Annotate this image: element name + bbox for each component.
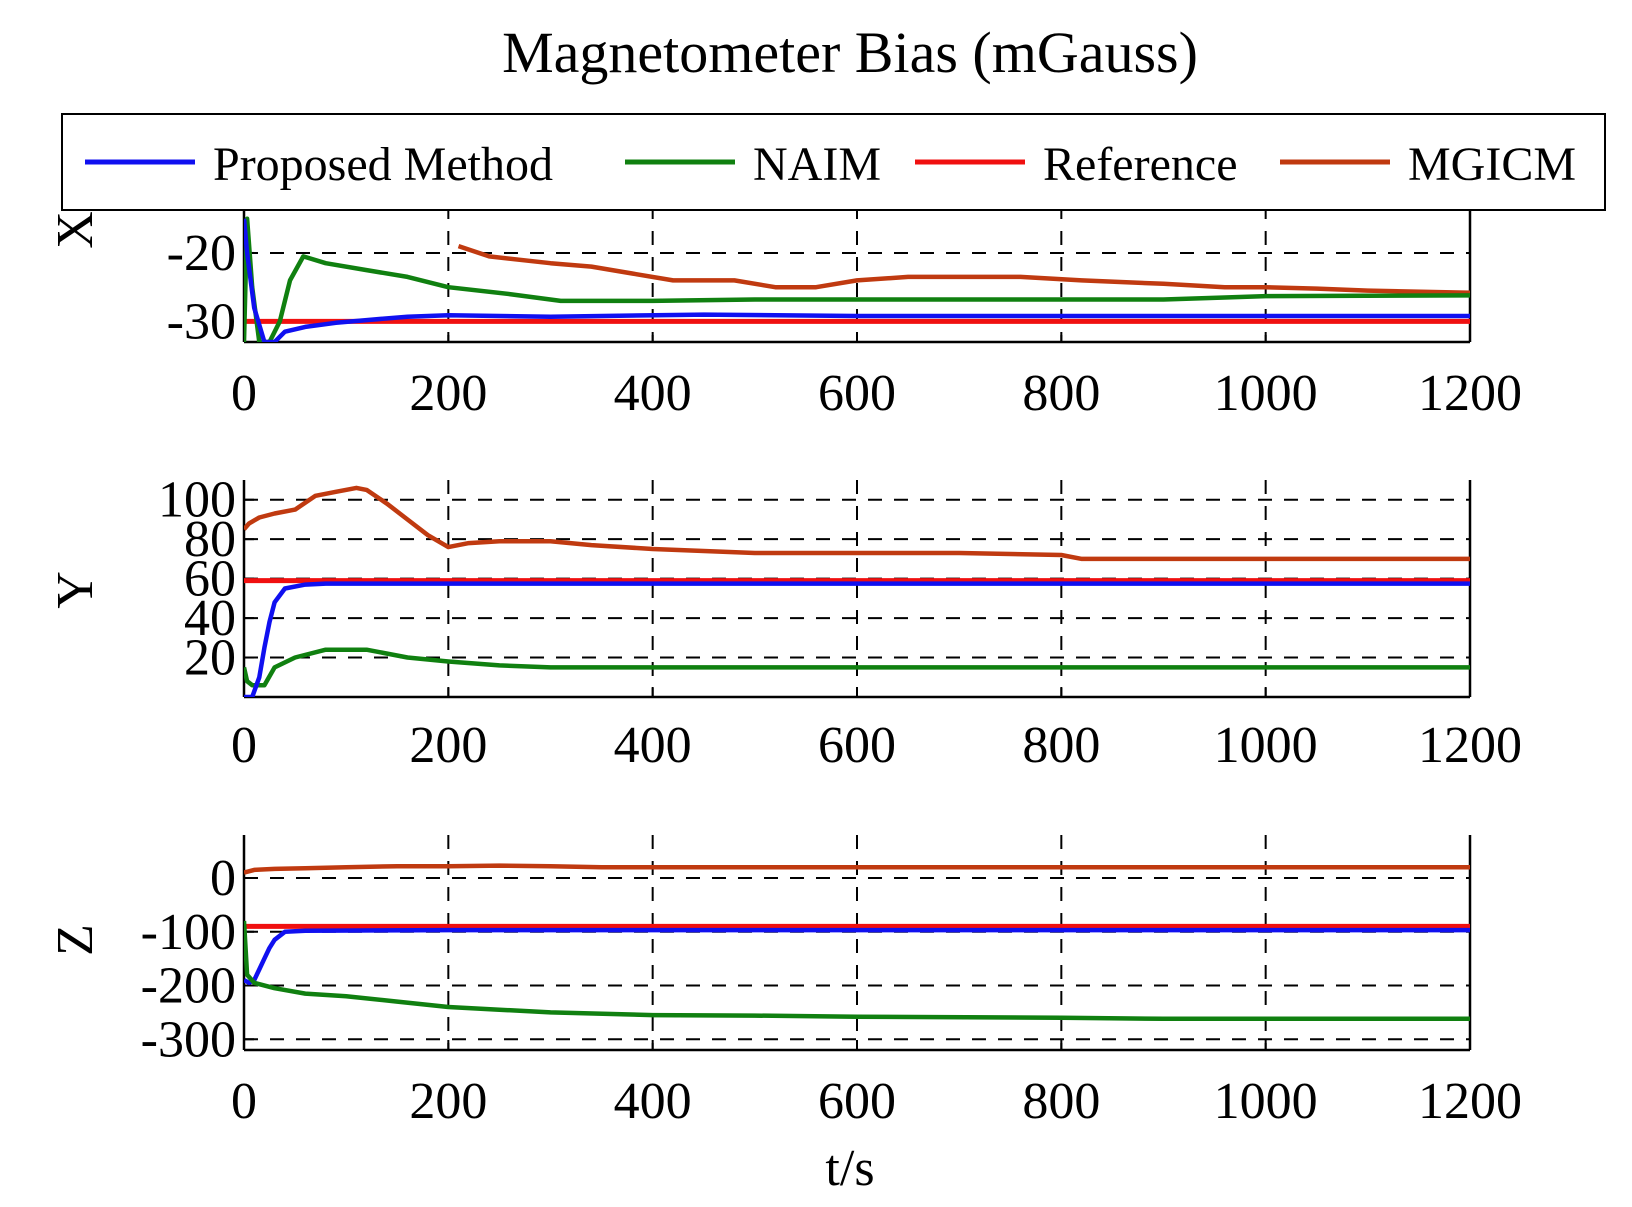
grid — [244, 480, 1470, 697]
series-proposed-method-x — [244, 218, 1470, 342]
x-tick-label: 400 — [614, 1073, 692, 1130]
x-tick-label: 800 — [1022, 717, 1100, 774]
legend-label: Reference — [1043, 138, 1238, 191]
series-group — [244, 485, 1470, 697]
subplot-x: 0 200 400 600 800 1000 1200 -20 -30 X — [47, 205, 1522, 422]
x-tick-label: 800 — [1022, 1073, 1100, 1130]
x-tick-label: 200 — [409, 1073, 487, 1130]
x-axis-label: t/s — [825, 1140, 874, 1197]
x-tick-label: 0 — [231, 717, 257, 774]
x-tick-label: 200 — [409, 717, 487, 774]
x-tick-label: 400 — [614, 365, 692, 422]
y-axis-label-z: Z — [47, 924, 104, 956]
legend-item-proposed-method: Proposed Method — [85, 138, 553, 191]
x-tick-label: 0 — [231, 1073, 257, 1130]
y-tick-label: -20 — [167, 225, 236, 282]
x-tick-label: 1200 — [1418, 1073, 1522, 1130]
y-tick-label: 40 — [184, 590, 236, 647]
series-mgicm-z — [244, 863, 1470, 875]
legend-label: NAIM — [753, 138, 881, 191]
legend-item-naim: NAIM — [625, 138, 881, 191]
y-tick-label: 100 — [158, 472, 236, 529]
y-axis-label-x: X — [47, 211, 104, 249]
y-tick-label: 80 — [184, 511, 236, 568]
y-tick-label: -200 — [141, 958, 236, 1015]
legend-item-reference: Reference — [915, 138, 1238, 191]
series-group — [244, 216, 1470, 342]
x-tick-label: 600 — [818, 717, 896, 774]
series-mgicm-x — [457, 243, 1470, 295]
y-tick-label: 20 — [184, 630, 236, 687]
y-axis-label-y: Y — [47, 571, 104, 609]
y-tick-label: -30 — [167, 293, 236, 350]
x-tick-label: 400 — [614, 717, 692, 774]
x-tick-label: 1200 — [1418, 365, 1522, 422]
legend-item-mgicm: MGICM — [1280, 138, 1576, 191]
x-tick-label: 600 — [818, 1073, 896, 1130]
series-mgicm-y — [244, 485, 1470, 562]
x-tick-label: 1000 — [1214, 365, 1318, 422]
x-tick-label: 600 — [818, 365, 896, 422]
x-tick-label: 1200 — [1418, 717, 1522, 774]
series-naim-z — [244, 920, 1470, 1022]
x-tick-label: 1000 — [1214, 717, 1318, 774]
legend-label: MGICM — [1408, 138, 1576, 191]
x-tick-label: 0 — [231, 365, 257, 422]
chart-title: Magnetometer Bias (mGauss) — [502, 20, 1198, 85]
series-naim-y — [244, 647, 1470, 688]
series-proposed-method-y — [244, 581, 1470, 697]
legend: Proposed Method NAIM Reference MGICM — [61, 113, 1606, 211]
series-group — [244, 863, 1470, 1022]
y-tick-label: 60 — [184, 551, 236, 608]
y-tick-label: -100 — [141, 904, 236, 961]
legend-label: Proposed Method — [213, 138, 553, 191]
x-tick-label: 200 — [409, 365, 487, 422]
y-tick-label: -300 — [141, 1011, 236, 1068]
x-tick-label: 1000 — [1214, 1073, 1318, 1130]
x-tick-label: 800 — [1022, 365, 1100, 422]
y-tick-label: 0 — [210, 850, 236, 907]
series-naim-x — [244, 216, 1470, 342]
